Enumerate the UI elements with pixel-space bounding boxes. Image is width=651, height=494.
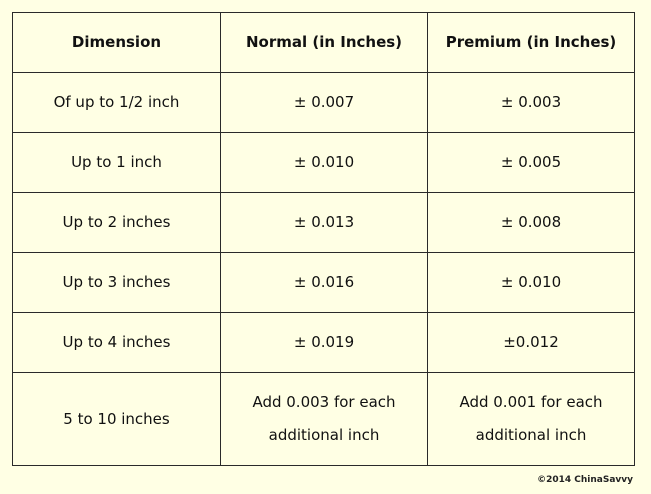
table-row: Up to 2 inches ± 0.013 ± 0.008 [12, 192, 635, 253]
copyright-watermark: ©2014 ChinaSavvy [537, 475, 633, 485]
normal-cell: ± 0.016 [220, 252, 428, 313]
normal-cell: ± 0.019 [220, 312, 428, 373]
dimension-cell: Up to 4 inches [12, 312, 221, 373]
table-row: Of up to 1/2 inch ± 0.007 ± 0.003 [12, 72, 635, 133]
header-dimension: Dimension [12, 12, 221, 73]
dimension-cell: Of up to 1/2 inch [12, 72, 221, 133]
premium-cell: ±0.012 [427, 312, 635, 373]
table-row: Up to 4 inches ± 0.019 ±0.012 [12, 312, 635, 373]
normal-cell: ± 0.010 [220, 132, 428, 193]
normal-cell: Add 0.003 for each additional inch [220, 372, 428, 466]
dimension-cell: Up to 1 inch [12, 132, 221, 193]
premium-cell-line: Add 0.001 for each [459, 393, 603, 411]
normal-cell-line: additional inch [268, 426, 380, 444]
table-header-row: Dimension Normal (in Inches) Premium (in… [12, 12, 635, 73]
dimension-cell: 5 to 10 inches [12, 372, 221, 466]
premium-cell: ± 0.005 [427, 132, 635, 193]
normal-cell-line: Add 0.003 for each [252, 393, 396, 411]
table-row: Up to 3 inches ± 0.016 ± 0.010 [12, 252, 635, 313]
premium-cell: ± 0.010 [427, 252, 635, 313]
premium-cell-line: additional inch [475, 426, 587, 444]
premium-cell: ± 0.008 [427, 192, 635, 253]
premium-cell: Add 0.001 for each additional inch [427, 372, 635, 466]
normal-cell: ± 0.013 [220, 192, 428, 253]
tolerance-table-container: Dimension Normal (in Inches) Premium (in… [12, 12, 635, 466]
header-normal: Normal (in Inches) [220, 12, 428, 73]
normal-cell: ± 0.007 [220, 72, 428, 133]
dimension-cell: Up to 3 inches [12, 252, 221, 313]
premium-cell: ± 0.003 [427, 72, 635, 133]
header-premium: Premium (in Inches) [427, 12, 635, 73]
table-row: 5 to 10 inches Add 0.003 for each additi… [12, 372, 635, 466]
tolerance-table: Dimension Normal (in Inches) Premium (in… [12, 12, 635, 466]
dimension-cell: Up to 2 inches [12, 192, 221, 253]
table-row: Up to 1 inch ± 0.010 ± 0.005 [12, 132, 635, 193]
